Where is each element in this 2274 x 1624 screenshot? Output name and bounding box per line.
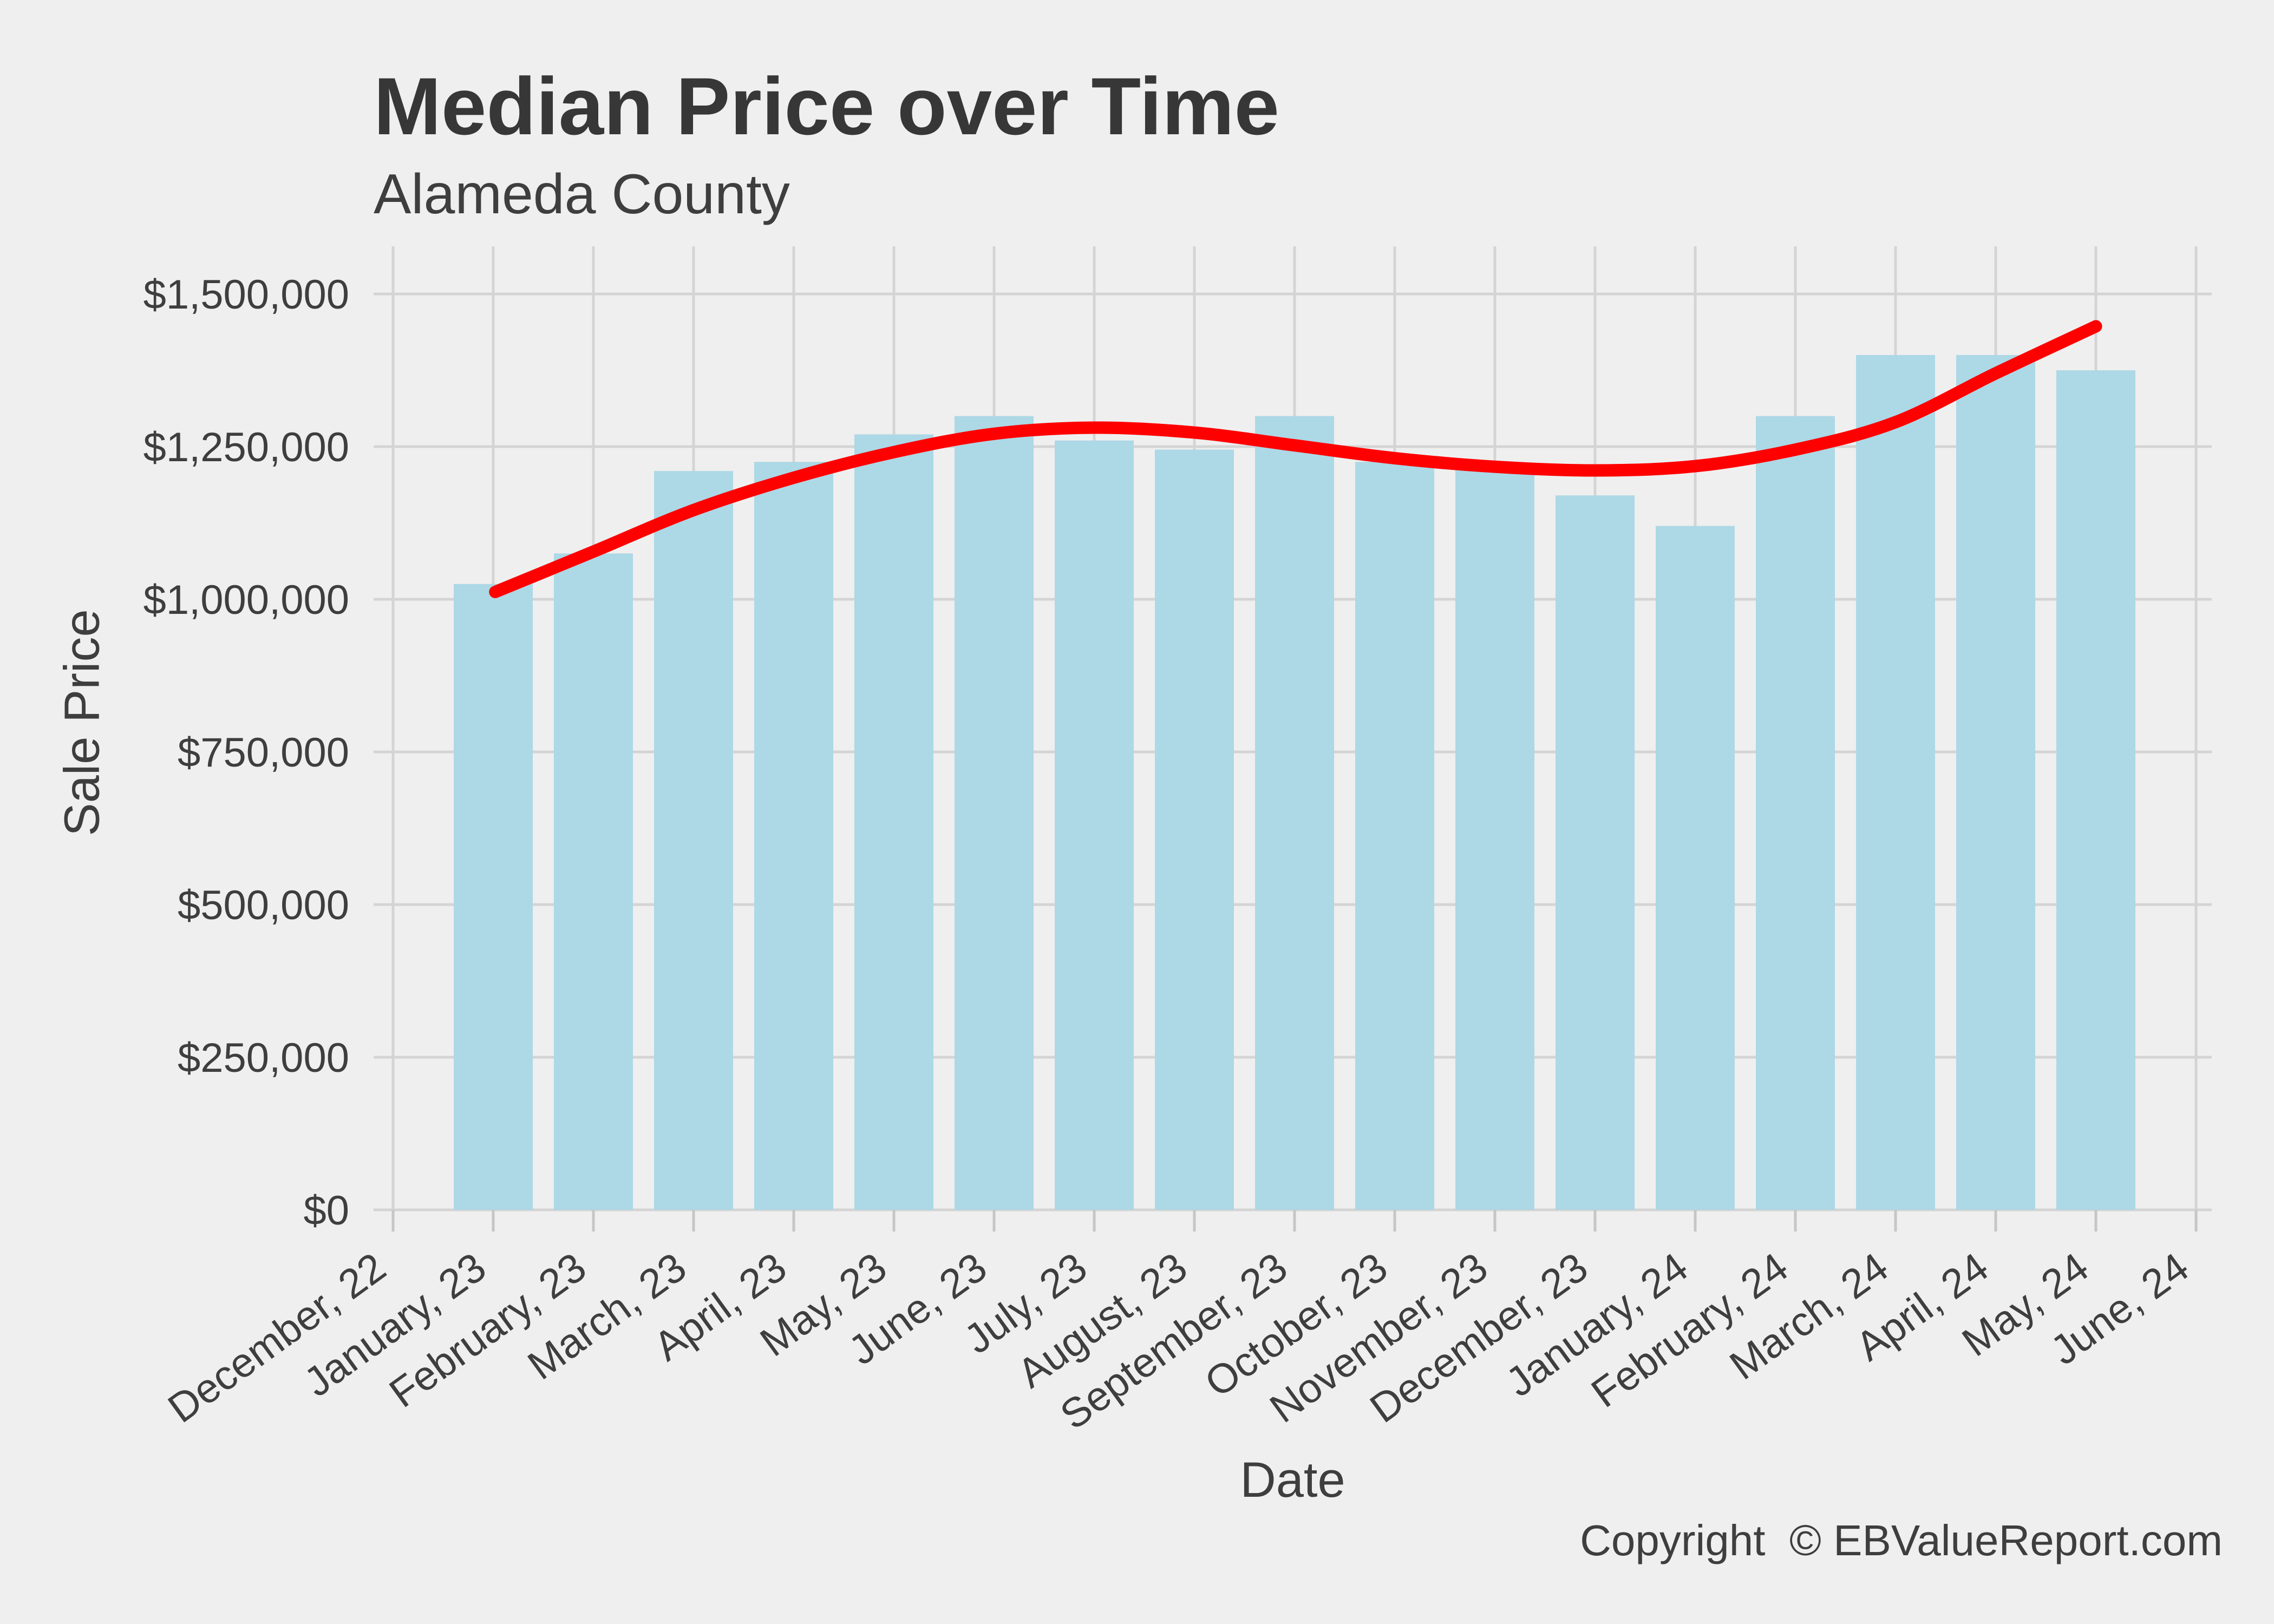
y-axis-title: Sale Price [54, 609, 110, 836]
y-tick-label: $1,000,000 [143, 577, 349, 623]
bar [1856, 355, 1935, 1210]
bar [1055, 440, 1134, 1210]
bar [1956, 355, 2035, 1210]
chart-title: Median Price over Time [374, 61, 1279, 152]
bar [654, 471, 733, 1210]
chart-subtitle: Alameda County [374, 163, 790, 226]
x-axis-title: Date [1240, 1452, 1345, 1508]
bar [554, 553, 633, 1210]
y-tick-label: $1,500,000 [143, 272, 349, 318]
bar [1255, 416, 1334, 1210]
bar [454, 584, 533, 1210]
copyright-text: Copyright © EBValueReport.com [1580, 1516, 2223, 1564]
bar [854, 434, 933, 1210]
y-tick-label: $750,000 [178, 730, 349, 776]
y-tick-label: $250,000 [178, 1035, 349, 1081]
bar [1455, 468, 1534, 1210]
y-tick-label: $1,250,000 [143, 424, 349, 470]
y-tick-label: $0 [303, 1188, 349, 1234]
bar [955, 416, 1034, 1210]
bar [1656, 526, 1735, 1210]
bar [2056, 370, 2135, 1210]
bar [1355, 462, 1434, 1210]
bar [1556, 495, 1635, 1210]
bar [1756, 416, 1835, 1210]
y-tick-label: $500,000 [178, 882, 349, 928]
trend-line [489, 320, 2102, 598]
bar [1155, 449, 1234, 1210]
bar [754, 462, 833, 1210]
